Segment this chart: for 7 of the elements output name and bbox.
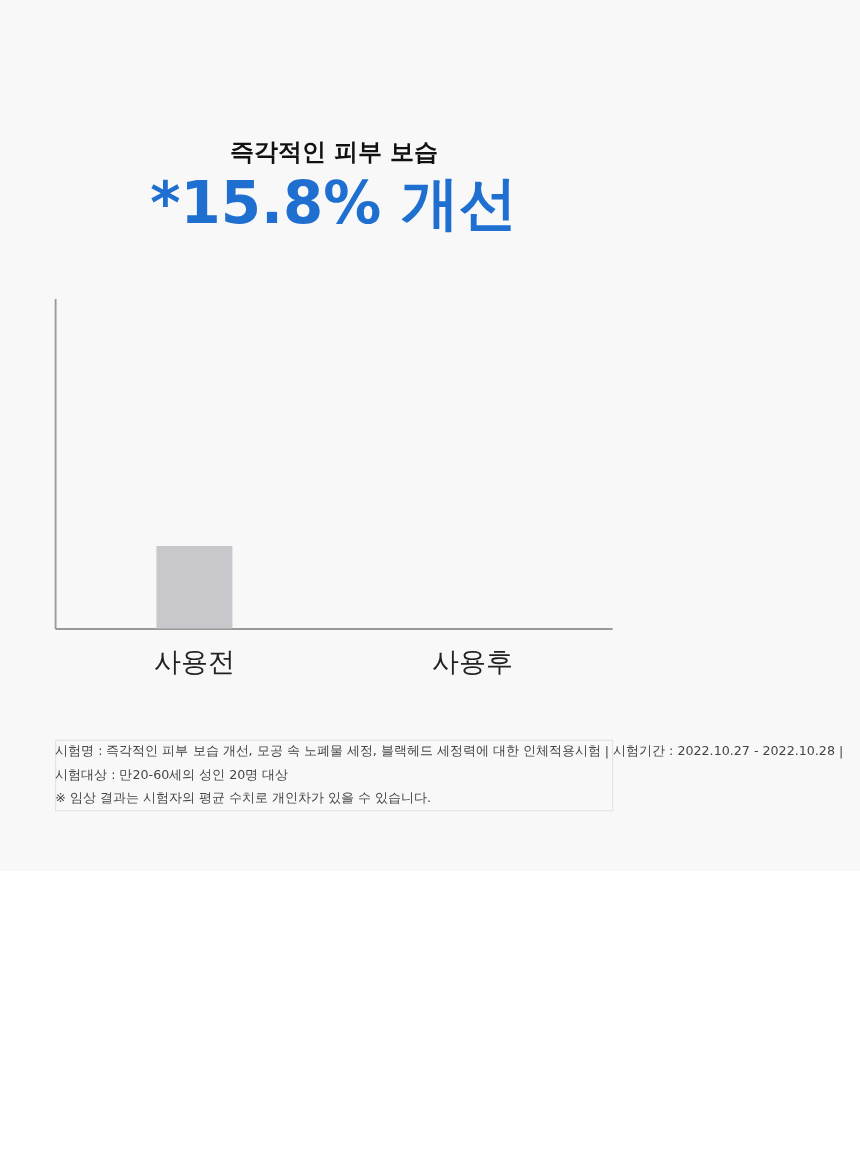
x-tick-label: 사용전 xyxy=(153,645,235,677)
x-tick-label: 사용후 xyxy=(432,645,514,677)
text: 시험대상 : 만20-60세의 성인 20명 대상 xyxy=(55,766,289,782)
text: 시험명 : 즉각적인 피부 보습 개선, 모공 속 노폐물 세정, 블랙헤드 세정력에 대한 인체적용시험 | 시험기간 : 2022.10.27 - 2022.10.28 | xyxy=(55,743,844,760)
chart-subtitle: *15.8% 개선 xyxy=(150,169,518,238)
chart-title: 즉각적인 피부 보습 xyxy=(229,138,438,167)
text: ※ 임상 결과는 시험자의 평균 수치로 개인차가 있을 수 있습니다. xyxy=(55,790,432,806)
